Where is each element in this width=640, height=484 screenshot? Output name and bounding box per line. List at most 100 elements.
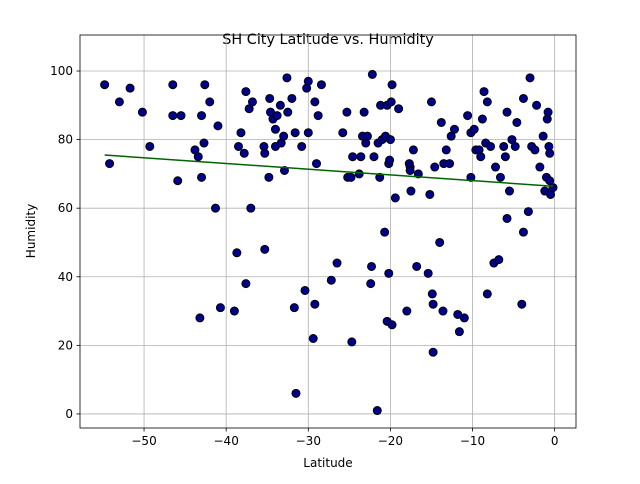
data-point (193, 152, 203, 162)
data-point (372, 406, 382, 416)
data-point (380, 227, 390, 237)
data-point (197, 111, 207, 121)
data-point (387, 80, 397, 90)
x-tick-label: −30 (296, 434, 321, 448)
data-point (310, 299, 320, 309)
data-point (366, 279, 376, 289)
data-point (435, 237, 445, 247)
data-point (247, 97, 257, 107)
data-point (290, 128, 300, 138)
chart-title: SH City Latitude vs. Humidity (222, 32, 434, 48)
data-point (510, 141, 520, 151)
data-point (338, 128, 348, 138)
regression-line (104, 154, 554, 187)
data-point (205, 97, 215, 107)
data-point (535, 162, 545, 172)
data-point (270, 124, 280, 134)
data-point (272, 111, 282, 121)
data-point (260, 148, 270, 158)
data-point (394, 104, 404, 114)
x-tick-label: −50 (131, 434, 156, 448)
data-point (502, 107, 512, 117)
data-point (499, 141, 509, 151)
data-point (279, 131, 289, 141)
data-point (265, 93, 275, 103)
data-point (260, 244, 270, 254)
data-point (100, 80, 110, 90)
data-point (518, 93, 528, 103)
data-point (367, 261, 377, 271)
data-point (504, 186, 514, 196)
x-tick-label: −20 (378, 434, 403, 448)
data-point (354, 169, 364, 179)
data-point (297, 141, 307, 151)
data-point (491, 162, 501, 172)
data-point (239, 148, 249, 158)
data-point (545, 148, 555, 158)
data-point (479, 87, 489, 97)
data-point (342, 107, 352, 117)
data-point (289, 303, 299, 313)
data-point (385, 155, 395, 165)
data-point (241, 279, 251, 289)
data-point (428, 299, 438, 309)
data-point (427, 289, 437, 299)
data-point (413, 169, 423, 179)
data-point (316, 80, 326, 90)
data-point (279, 165, 289, 175)
data-point (482, 289, 492, 299)
x-tick-label: −10 (460, 434, 485, 448)
data-point (303, 128, 313, 138)
data-point (430, 162, 440, 172)
x-tick-label: −40 (214, 434, 239, 448)
data-point (282, 73, 292, 83)
data-point (406, 186, 416, 196)
data-point (367, 69, 377, 79)
data-point (313, 111, 323, 121)
data-point (359, 107, 369, 117)
data-point (375, 172, 385, 182)
data-point (390, 193, 400, 203)
data-point (346, 172, 356, 182)
data-point (283, 107, 293, 117)
data-point (441, 145, 451, 155)
data-point (449, 124, 459, 134)
data-point (137, 107, 147, 117)
data-point (173, 176, 183, 186)
data-point (308, 333, 318, 343)
data-point (362, 131, 372, 141)
y-tick-label: 20 (58, 338, 73, 352)
data-point (303, 76, 313, 86)
data-point (436, 117, 446, 127)
data-point (495, 172, 505, 182)
data-point (356, 152, 366, 162)
data-point (200, 80, 210, 90)
data-point (385, 135, 395, 145)
data-point (195, 313, 205, 323)
data-point (494, 255, 504, 265)
data-point (466, 172, 476, 182)
data-point (438, 306, 448, 316)
y-axis-label: Humidity (24, 204, 38, 258)
x-axis-label: Latitude (303, 456, 352, 470)
data-point (236, 128, 246, 138)
data-point (264, 172, 274, 182)
data-point (215, 303, 225, 313)
data-point (199, 138, 209, 148)
y-tick-label: 40 (58, 270, 73, 284)
data-point (500, 152, 510, 162)
data-point (486, 141, 496, 151)
data-point (530, 145, 540, 155)
data-point (176, 111, 186, 121)
data-point (326, 275, 336, 285)
y-tick-label: 0 (65, 407, 73, 421)
data-point (543, 107, 553, 117)
data-point (347, 337, 357, 347)
y-tick-label: 60 (58, 201, 73, 215)
plot-frame (79, 34, 577, 429)
data-point (445, 159, 455, 169)
data-point (412, 261, 422, 271)
data-point (459, 313, 469, 323)
data-point (482, 97, 492, 107)
